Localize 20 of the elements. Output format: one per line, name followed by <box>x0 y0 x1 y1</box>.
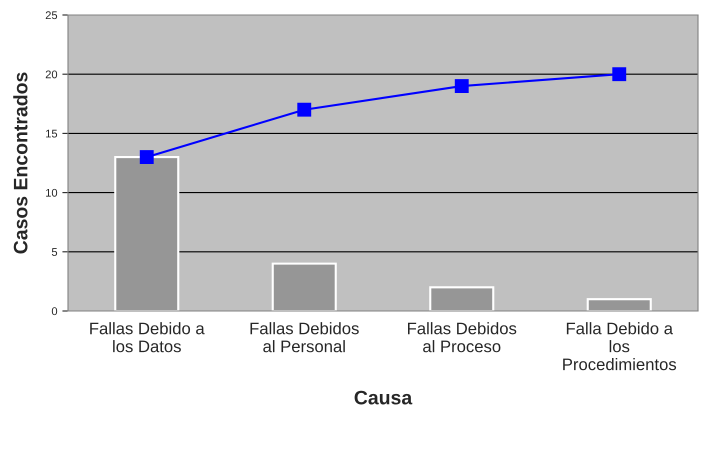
bar <box>114 156 180 311</box>
point <box>140 150 154 164</box>
x-tick-label: Falla Debido a los Procedimientos <box>563 322 676 370</box>
bar <box>429 286 494 311</box>
x-tick-label: Fallas Debidos al Proceso <box>408 322 516 352</box>
y-tick-label: 15 <box>46 130 58 138</box>
y-tick-label: 0 <box>52 307 58 316</box>
y-tick-label: 20 <box>46 70 58 78</box>
point <box>297 102 312 117</box>
bar <box>272 262 337 311</box>
y-axis-title: Casos Encontrados <box>13 72 28 254</box>
x-tick-label: Fallas Debidos al Personal <box>250 322 359 352</box>
y-tick-label: 10 <box>46 188 58 197</box>
point <box>612 67 626 82</box>
y-tick-label: 25 <box>46 11 58 20</box>
bar <box>586 298 652 311</box>
point <box>454 79 469 93</box>
x-tick-label: Fallas Debido a los Datos <box>90 322 205 352</box>
y-tick-label: 5 <box>52 248 58 256</box>
x-axis-title: Causa <box>354 390 412 404</box>
